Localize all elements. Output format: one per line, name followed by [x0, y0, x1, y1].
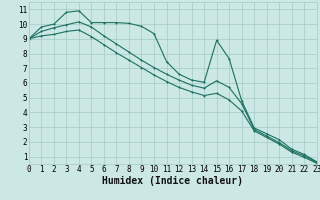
X-axis label: Humidex (Indice chaleur): Humidex (Indice chaleur): [102, 176, 243, 186]
